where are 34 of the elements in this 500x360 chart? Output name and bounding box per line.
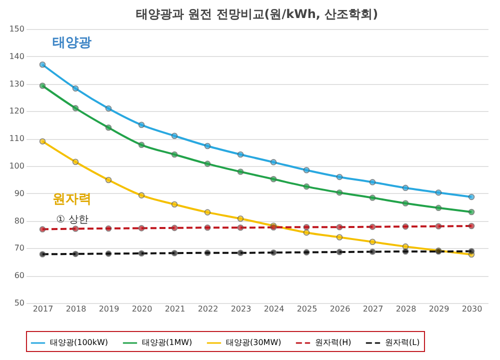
chart-title: 태양광과 원전 전망비교(원/kWh, 산조학회) xyxy=(136,7,378,21)
x-tick-label: 2030 xyxy=(462,304,482,314)
legend-label: 원자력(H) xyxy=(315,338,352,347)
x-tick-label: 2019 xyxy=(98,304,120,314)
y-tick-label: 150 xyxy=(9,24,24,34)
x-tick-label: 2024 xyxy=(264,304,284,314)
y-tick-label: 120 xyxy=(9,106,24,116)
y-tick-label: 70 xyxy=(14,244,24,253)
legend-label: 원자력(L) xyxy=(385,338,420,347)
x-tick-label: 2017 xyxy=(32,304,54,314)
x-tick-label: 2023 xyxy=(230,304,252,314)
legend-label: 태양광(1MW) xyxy=(142,338,192,347)
y-tick-label: 50 xyxy=(14,298,24,308)
x-tick-label: 2029 xyxy=(428,304,450,314)
y-tick-label: 110 xyxy=(9,134,24,144)
y-tick-label: 80 xyxy=(14,216,24,226)
x-tick-label: 2022 xyxy=(198,304,218,314)
legend-label: 태양광(30MW) xyxy=(226,338,282,347)
annotation: ① 상한 xyxy=(56,214,88,226)
x-tick-label: 2028 xyxy=(396,304,416,314)
x-tick-label: 2021 xyxy=(164,304,186,314)
y-tick-label: 130 xyxy=(9,79,24,88)
y-tick-label: 140 xyxy=(9,52,24,61)
annotation: 원자력 xyxy=(52,192,92,207)
x-tick-label: 2026 xyxy=(330,304,350,314)
y-tick-label: 90 xyxy=(14,188,24,198)
x-tick-label: 2027 xyxy=(362,304,384,314)
y-tick-label: 60 xyxy=(14,271,24,280)
x-tick-label: 2018 xyxy=(66,304,86,314)
y-tick-label: 100 xyxy=(9,162,24,170)
annotation: 태양광 xyxy=(52,36,92,51)
x-tick-label: 2020 xyxy=(132,304,152,314)
x-tick-label: 2025 xyxy=(296,304,318,314)
legend-label: 태양광(100kW) xyxy=(50,338,108,347)
